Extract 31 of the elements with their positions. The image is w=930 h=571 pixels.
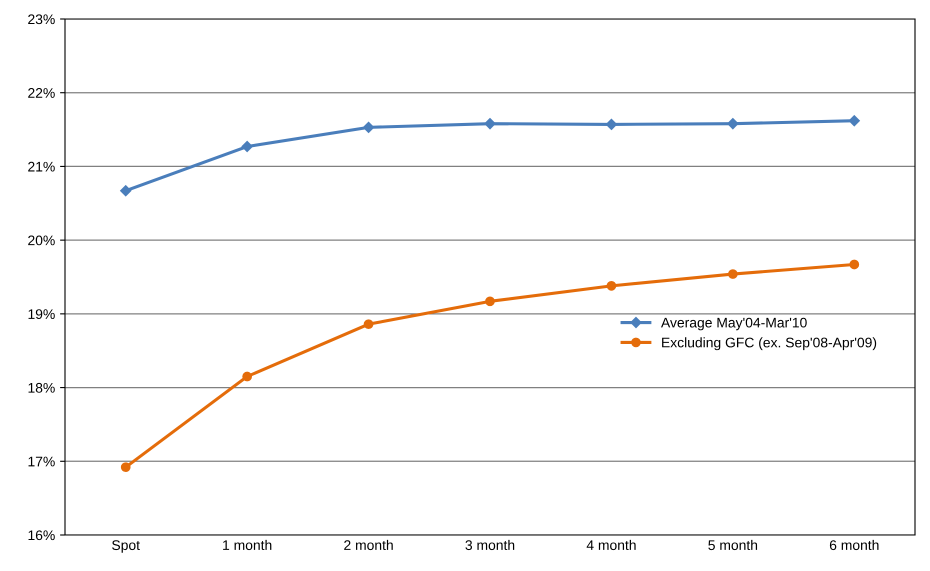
- point: [242, 372, 252, 382]
- point: [485, 296, 495, 306]
- y-tick-label: 23%: [28, 14, 55, 24]
- y-tick-label: 20%: [28, 235, 55, 246]
- legend-label: Average May'04-Mar'10: [660, 318, 807, 330]
- x-tick-label: 1 month: [223, 540, 272, 550]
- x-tick-label: Spot: [112, 540, 140, 553]
- y-tick-label: 19%: [28, 309, 55, 320]
- y-tick-label: 22%: [28, 88, 55, 98]
- point: [120, 185, 132, 196]
- x-tick-label: 4 month: [586, 540, 636, 550]
- point: [849, 260, 860, 270]
- y-tick-label: 18%: [28, 382, 55, 393]
- point: [727, 118, 738, 130]
- point: [364, 319, 374, 330]
- point: [848, 115, 860, 126]
- point: [362, 122, 374, 133]
- y-tick-label: 17%: [28, 456, 55, 466]
- y-tick-label: 16%: [28, 530, 55, 540]
- point: [120, 462, 131, 472]
- y-tick-label: 21%: [28, 162, 55, 172]
- x-tick-label: 3 month: [465, 540, 514, 550]
- point: [728, 269, 738, 279]
- point: [484, 118, 496, 130]
- point: [242, 140, 253, 152]
- point: [606, 118, 618, 130]
- legend-label: Excluding GFC (ex. Sep'08-Apr'09): [662, 337, 876, 350]
- x-tick-label: 2 month: [344, 540, 393, 550]
- x-tick-label: 6 month: [830, 540, 878, 550]
- x-tick-label: 5 month: [708, 540, 758, 550]
- point: [606, 280, 616, 291]
